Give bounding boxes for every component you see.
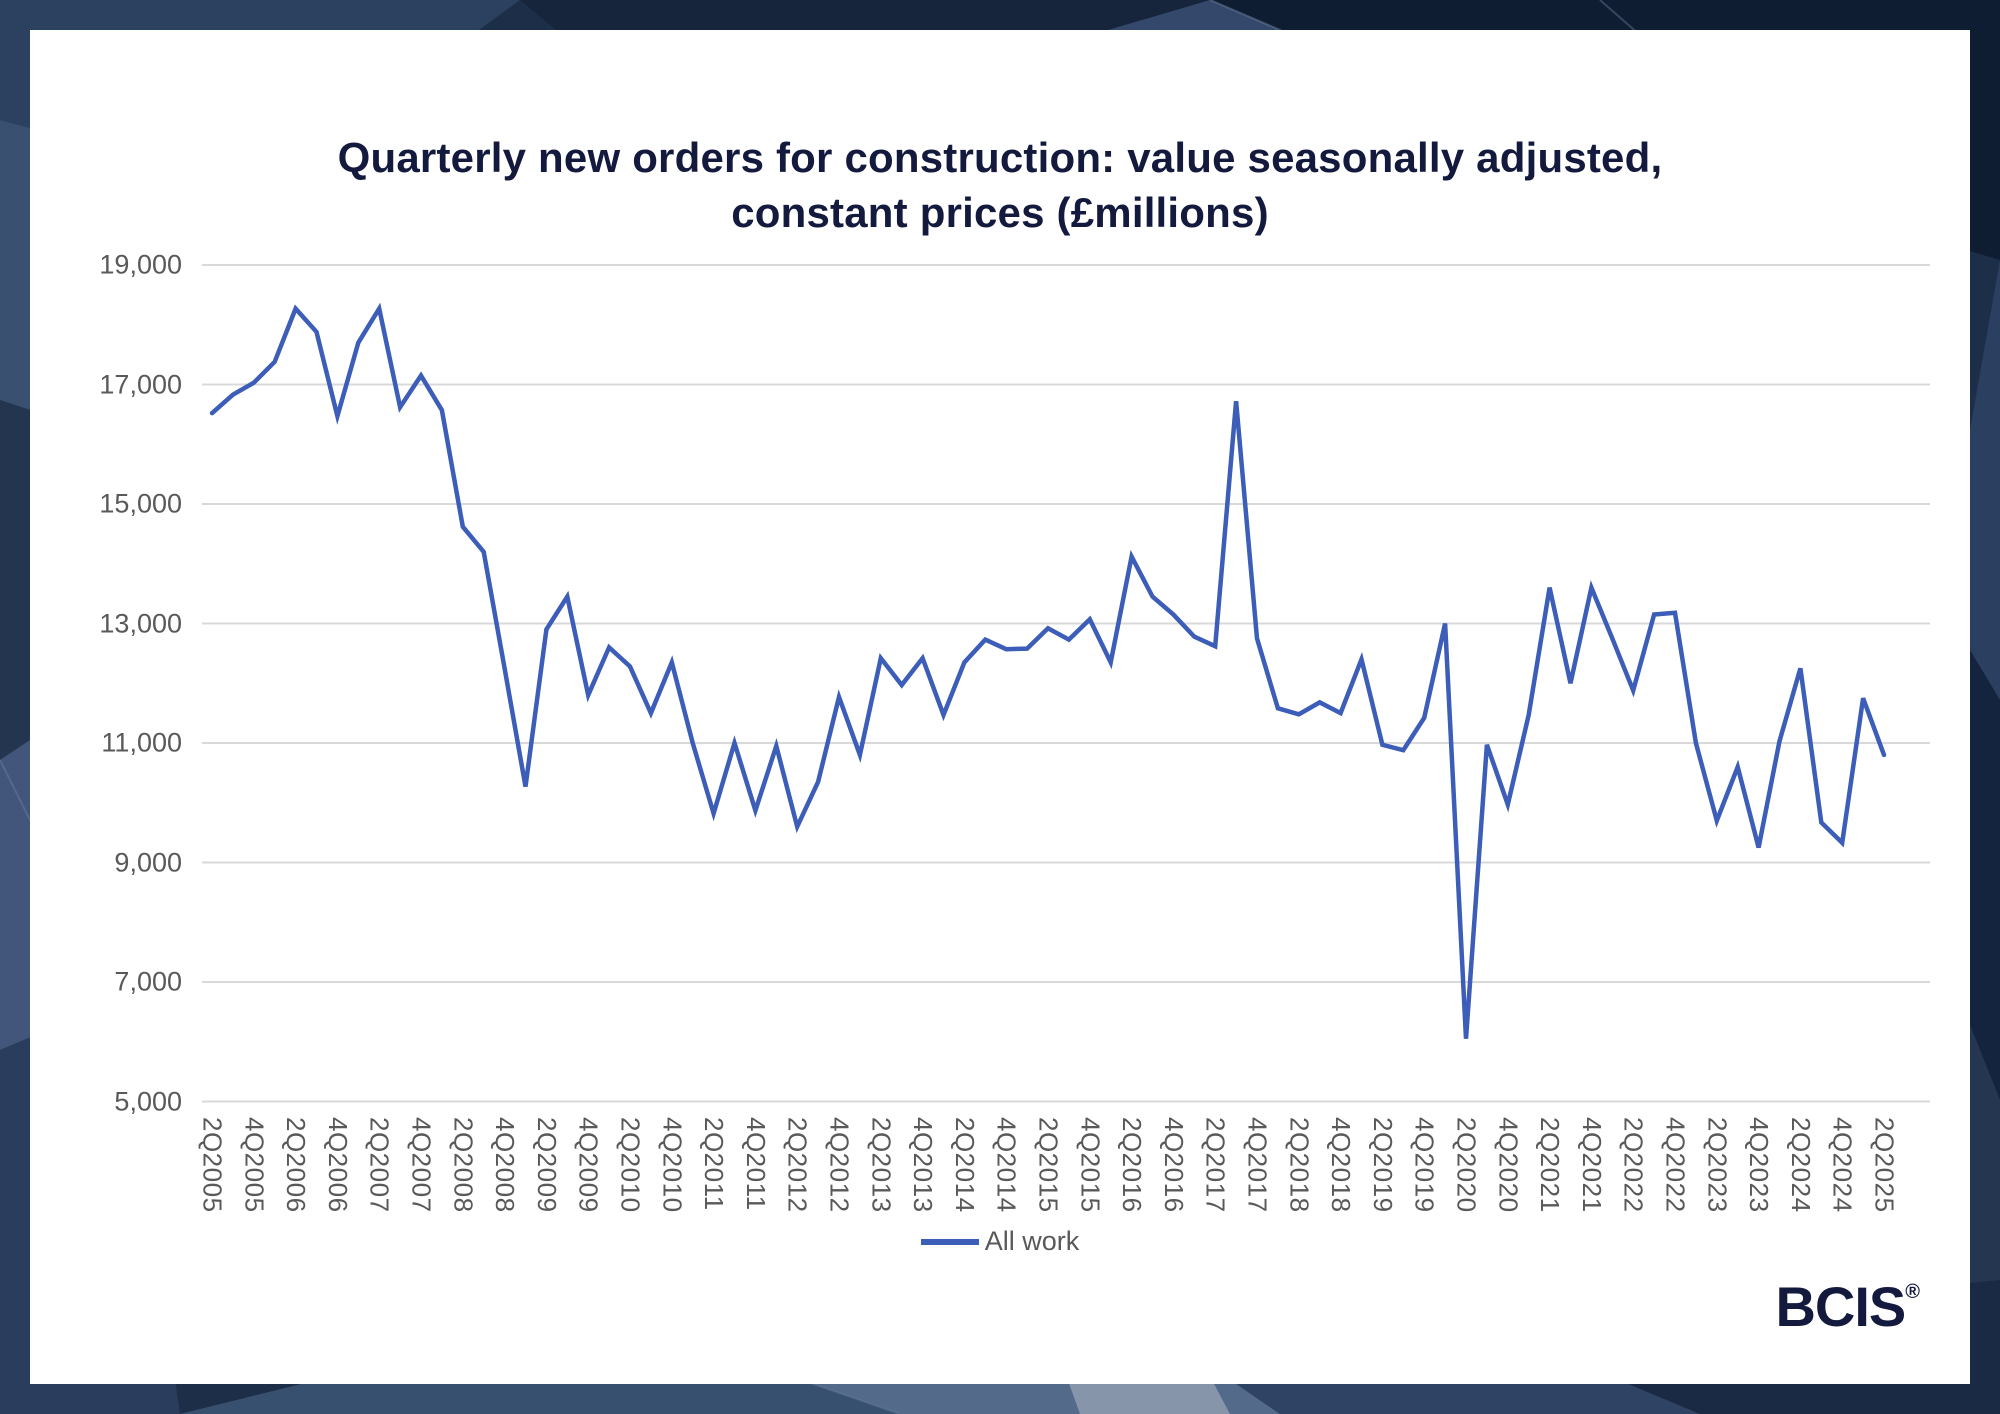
x-axis-tick-label: 2Q2023	[1702, 1117, 1733, 1213]
line-chart-plot-area	[202, 264, 1930, 1103]
all-work-legend-swatch	[920, 1238, 979, 1245]
x-axis-tick-label: 2Q2011	[699, 1117, 730, 1211]
x-axis-tick-label: 4Q2017	[1242, 1117, 1273, 1213]
x-axis-tick-label: 2Q2006	[281, 1117, 312, 1213]
x-axis-tick-label: 4Q2007	[406, 1117, 437, 1213]
x-axis-tick-label: 4Q2019	[1409, 1117, 1440, 1213]
x-axis-tick-label: 2Q2014	[949, 1117, 980, 1213]
x-axis-tick-label: 2Q2020	[1451, 1117, 1482, 1213]
x-axis-tick-label: 4Q2024	[1827, 1117, 1858, 1213]
x-axis-tick-label: 4Q2015	[1075, 1117, 1106, 1213]
x-axis-tick-label: 2Q2018	[1284, 1117, 1315, 1213]
chart-legend: All work	[30, 1226, 1970, 1257]
x-axis-tick-label: 2Q2007	[364, 1117, 395, 1213]
x-axis-tick-label: 2Q2010	[615, 1117, 646, 1213]
y-axis-tick-label: 13,000	[99, 608, 182, 638]
all-work-legend-label: All work	[984, 1226, 1080, 1256]
x-axis-tick-label: 4Q2023	[1744, 1117, 1775, 1213]
y-axis-tick-label: 19,000	[99, 249, 182, 280]
x-axis-tick-label: 2Q2013	[866, 1117, 897, 1213]
x-axis-tick-label: 4Q2014	[991, 1117, 1022, 1213]
x-axis-tick-labels: 2Q2005 4Q2005 2Q2006 4Q2006 2Q2007 4Q2007 2Q20…	[30, 30, 1970, 1384]
y-axis-tick-label: 17,000	[99, 369, 182, 399]
x-axis-tick-label: 4Q2012	[824, 1117, 855, 1213]
y-axis-tick-label: 11,000	[101, 727, 182, 758]
registered-trademark-icon: ®	[1905, 1281, 1920, 1303]
x-axis-tick-label: 4Q2022	[1660, 1117, 1691, 1213]
x-axis-tick-label: 4Q2013	[908, 1117, 939, 1213]
x-axis-tick-label: 4Q2008	[490, 1117, 521, 1213]
x-axis-tick-label: 2Q2017	[1200, 1117, 1231, 1213]
x-axis-tick-label: 2Q2025	[1869, 1117, 1900, 1213]
x-axis-tick-label: 4Q2010	[657, 1117, 688, 1213]
x-axis-tick-label: 4Q2011	[740, 1117, 771, 1211]
all-work-series-line	[209, 302, 1887, 1039]
x-axis-tick-label: 2Q2019	[1367, 1117, 1398, 1213]
bcis-logo-text: BCIS	[1775, 1275, 1906, 1338]
x-axis-tick-label: 2Q2012	[782, 1117, 813, 1213]
x-axis-tick-label: 4Q2005	[239, 1117, 270, 1213]
x-axis-tick-label: 2Q2024	[1785, 1117, 1816, 1213]
gridlines	[202, 264, 1930, 1103]
x-axis-tick-label: 2Q2016	[1117, 1117, 1148, 1213]
x-axis-tick-label: 2Q2008	[448, 1117, 479, 1213]
x-axis-tick-label: 4Q2021	[1576, 1117, 1607, 1213]
y-axis-tick-label: 5,000	[114, 1086, 182, 1116]
y-axis-tick-label: 7,000	[114, 966, 182, 997]
bcis-logo: BCIS®	[1775, 1274, 1920, 1339]
x-axis-tick-label: 4Q2009	[573, 1117, 604, 1213]
x-axis-tick-label: 4Q2020	[1493, 1117, 1524, 1213]
x-axis-tick-label: 2Q2021	[1535, 1117, 1566, 1213]
x-axis-tick-label: 2Q2015	[1033, 1117, 1064, 1213]
y-axis-tick-label: 9,000	[114, 847, 182, 877]
x-axis-tick-label: 4Q2016	[1158, 1117, 1189, 1213]
x-axis-tick-label: 2Q2005	[197, 1117, 228, 1213]
chart-title-line2: constant prices (£millions)	[731, 189, 1269, 237]
chart-card: Quarterly new orders for construction: v…	[30, 30, 1970, 1384]
y-axis-tick-label: 15,000	[99, 488, 182, 519]
x-axis-tick-label: 4Q2018	[1326, 1117, 1357, 1213]
chart-title-line1: Quarterly new orders for construction: v…	[337, 134, 1663, 181]
y-axis-tick-labels: 19,000 17,000 15,000 13,000 11,000 9,000 7,000…	[30, 30, 182, 1384]
x-axis-tick-label: 2Q2022	[1618, 1117, 1649, 1213]
chart-title: Quarterly new orders for construction: v…	[30, 130, 1970, 241]
x-axis-tick-label: 4Q2006	[322, 1117, 353, 1213]
x-axis-tick-label: 2Q2009	[531, 1117, 562, 1213]
